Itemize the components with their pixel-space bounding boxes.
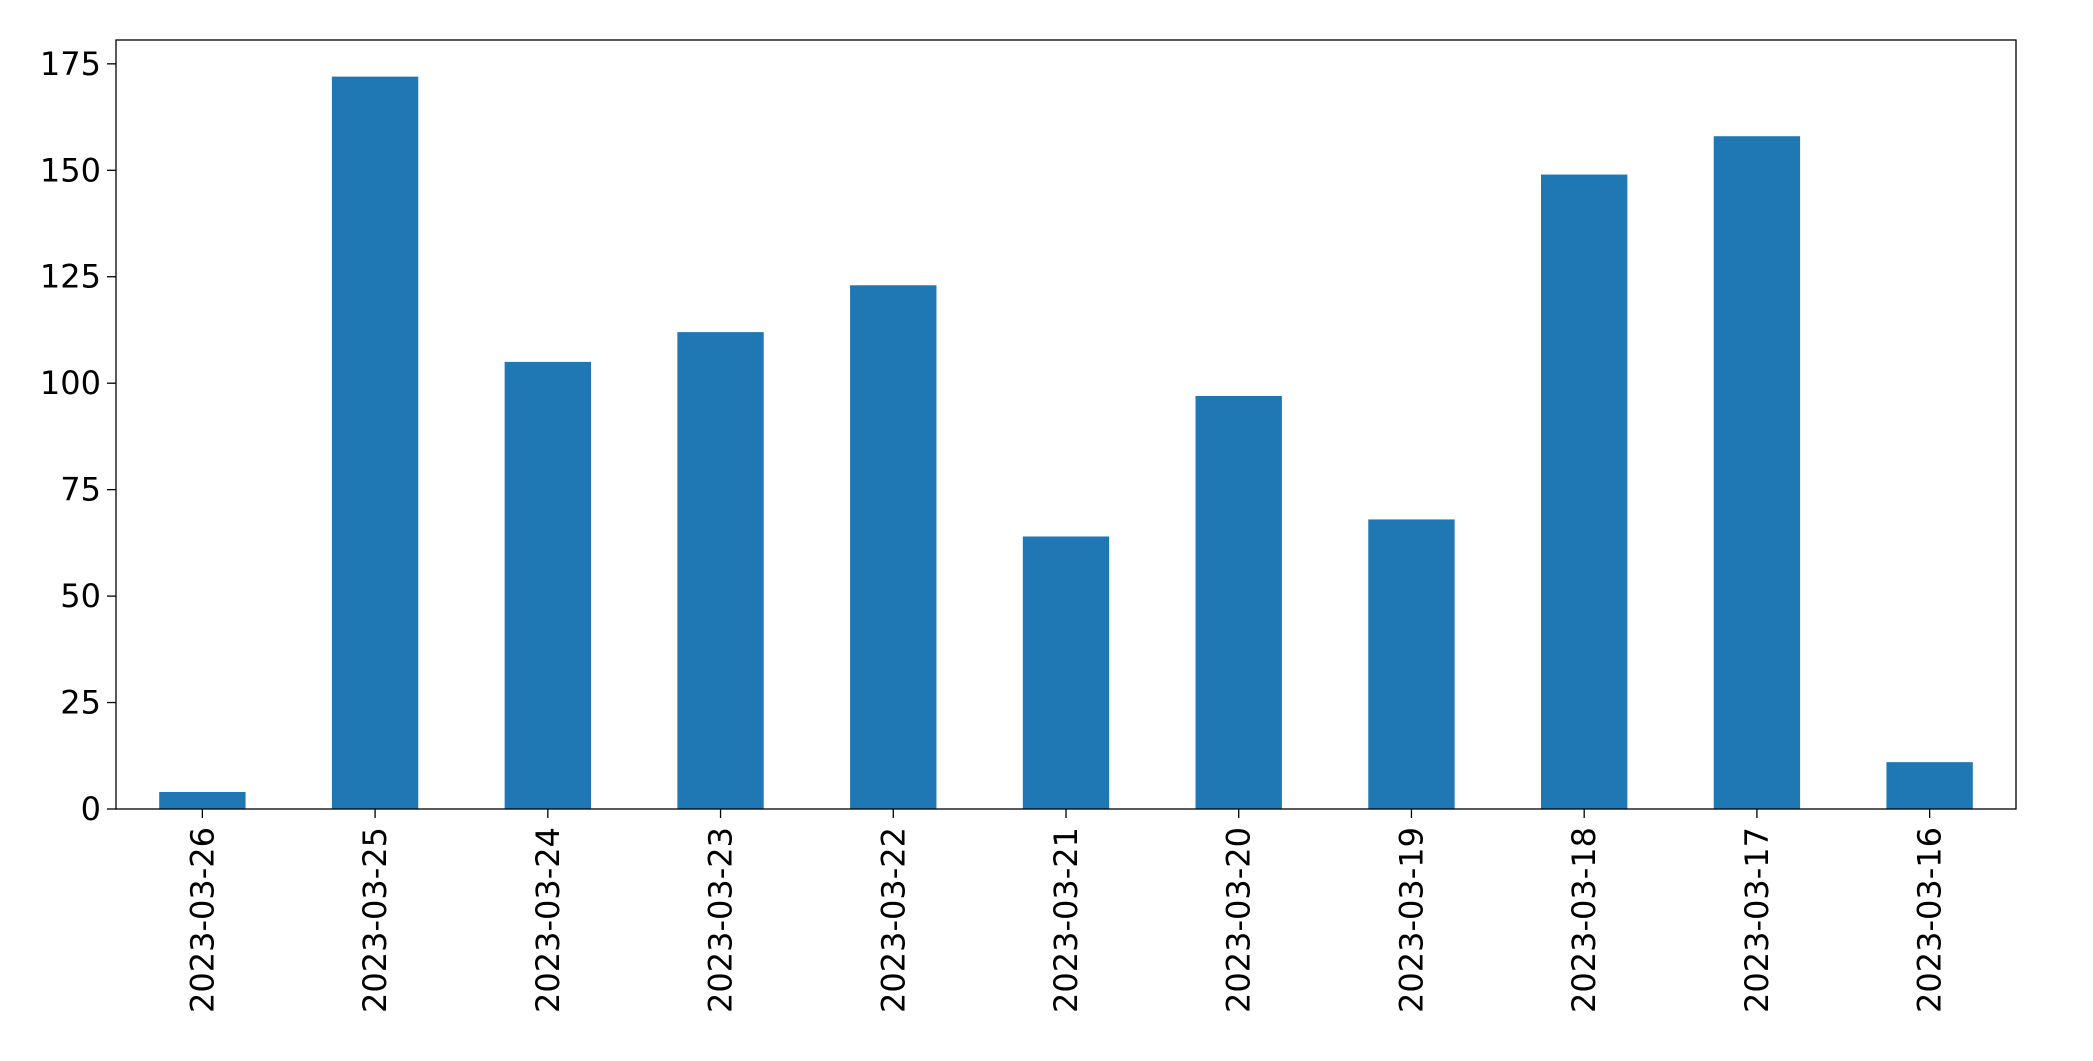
bar: [1541, 174, 1628, 809]
y-tick-label: 50: [60, 577, 101, 615]
x-tick-label: 2023-03-22: [874, 827, 912, 1013]
bar: [1368, 519, 1455, 809]
bar: [1022, 536, 1110, 809]
x-tick-label: 2023-03-20: [1220, 827, 1258, 1013]
bar: [1886, 762, 1973, 809]
y-tick-label: 25: [60, 684, 101, 722]
x-tick-label: 2023-03-17: [1738, 827, 1776, 1013]
y-tick-label: 100: [40, 364, 101, 402]
bar: [850, 285, 937, 809]
x-tick-label: 2023-03-16: [1911, 827, 1949, 1013]
plot-frame: [115, 39, 2017, 810]
bar: [1713, 136, 1801, 809]
bar: [1195, 395, 1282, 809]
y-tick-label: 75: [60, 471, 101, 509]
y-tick-label: 150: [40, 151, 101, 189]
x-tick-label: 2023-03-25: [356, 827, 394, 1013]
x-tick-label: 2023-03-26: [183, 827, 221, 1013]
bar: [677, 332, 764, 809]
x-tick-label: 2023-03-18: [1565, 827, 1603, 1013]
bar: [504, 361, 591, 809]
bar: [159, 791, 246, 809]
y-tick-label: 175: [40, 45, 101, 83]
y-tick-label: 0: [81, 790, 101, 828]
x-tick-label: 2023-03-19: [1392, 827, 1430, 1013]
x-tick-label: 2023-03-24: [529, 827, 567, 1013]
x-tick-label: 2023-03-21: [1047, 827, 1085, 1013]
y-tick-label: 125: [40, 258, 101, 296]
x-tick-label: 2023-03-23: [702, 827, 740, 1013]
bar: [331, 76, 419, 810]
